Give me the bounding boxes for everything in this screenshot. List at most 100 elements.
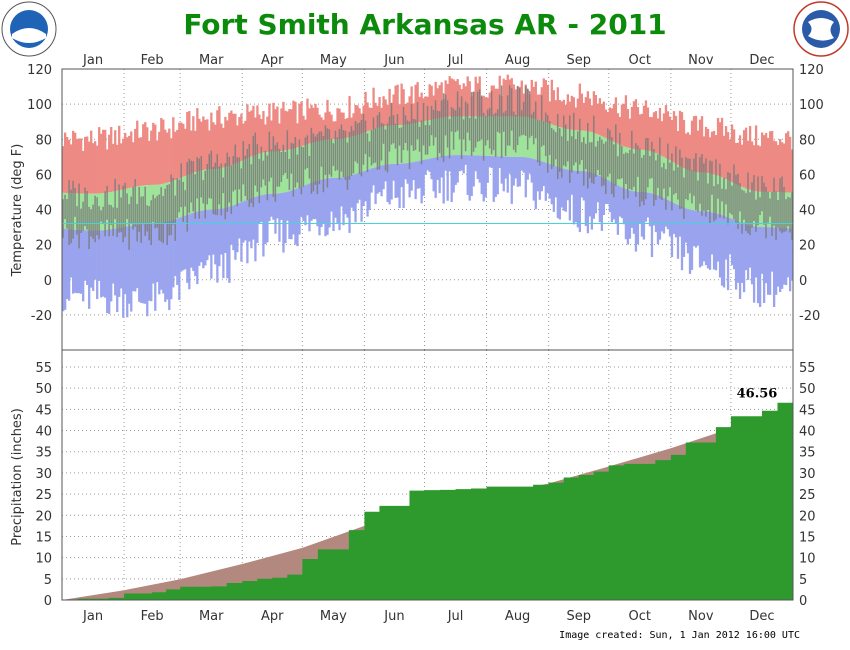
record-low-bar xyxy=(84,230,87,281)
observed-temperature-bar xyxy=(354,121,357,162)
observed-temperature-bar xyxy=(144,186,146,236)
observed-temperature-bar xyxy=(649,155,651,179)
observed-temperature-bar xyxy=(729,173,731,214)
record-high-bar xyxy=(542,78,545,122)
observed-temperature-bar xyxy=(324,125,327,175)
observed-temperature-bar xyxy=(138,186,140,232)
record-low-bar xyxy=(774,227,778,295)
record-high-bar xyxy=(74,132,77,194)
record-low-bar xyxy=(718,214,722,278)
record-low-bar xyxy=(258,195,261,224)
record-high-bar xyxy=(400,83,403,125)
record-high-bar xyxy=(64,132,67,193)
record-low-bar xyxy=(692,210,696,247)
record-low-bar xyxy=(500,156,503,184)
record-low-bar xyxy=(450,155,453,203)
observed-temperature-bar xyxy=(398,128,401,146)
observed-temperature-bar xyxy=(591,142,593,183)
record-low-bar xyxy=(502,156,505,192)
record-low-bar xyxy=(262,194,265,257)
record-low-bar xyxy=(584,171,588,226)
observed-temperature-bar xyxy=(621,146,623,179)
record-low-bar xyxy=(132,225,135,292)
record-low-bar xyxy=(284,192,287,244)
record-high-bar xyxy=(120,143,123,190)
image-created-timestamp: Image created: Sun, 1 Jan 2012 16:00 UTC xyxy=(559,630,800,641)
observed-temperature-bar xyxy=(336,137,339,171)
observed-temperature-bar xyxy=(376,115,379,170)
observed-temperature-bar xyxy=(681,157,683,209)
observed-temperature-bar xyxy=(689,158,691,194)
temperature-month-label: Jul xyxy=(447,53,464,68)
record-low-bar xyxy=(324,178,327,237)
observed-temperature-bar xyxy=(122,185,124,243)
record-low-bar xyxy=(748,225,752,268)
record-high-bar xyxy=(236,125,239,163)
record-high-bar xyxy=(784,133,788,193)
record-low-bar xyxy=(320,179,323,228)
record-high-bar xyxy=(374,102,377,129)
observed-temperature-bar xyxy=(773,177,775,226)
observed-temperature-bar xyxy=(629,149,631,189)
record-high-bar xyxy=(172,117,175,181)
record-low-bar xyxy=(432,157,435,192)
record-low-bar xyxy=(492,156,495,202)
record-low-bar xyxy=(192,212,195,271)
record-low-bar xyxy=(558,167,561,220)
record-high-bar xyxy=(408,96,411,125)
record-low-bar xyxy=(628,190,632,239)
record-low-bar xyxy=(150,223,153,302)
record-low-bar xyxy=(574,170,578,223)
record-high-bar xyxy=(420,92,423,122)
record-high-bar xyxy=(302,115,305,146)
temperature-y-tick-label: 60 xyxy=(35,168,52,183)
record-low-bar xyxy=(742,223,746,293)
precipitation-month-label: Mar xyxy=(199,609,224,624)
observed-temperature-bar xyxy=(671,153,673,211)
record-low-bar xyxy=(118,227,121,297)
observed-temperature-bar xyxy=(751,182,753,228)
record-low-bar xyxy=(582,171,586,201)
observed-temperature-bar xyxy=(380,122,383,161)
precipitation-month-label: Sep xyxy=(566,609,591,624)
observed-temperature-bar xyxy=(544,112,547,157)
chart-title: Fort Smith Arkansas AR - 2011 xyxy=(183,8,666,41)
record-low-bar xyxy=(270,193,273,217)
record-high-bar xyxy=(388,88,391,126)
observed-temperature-bar xyxy=(160,187,162,242)
record-high-bar xyxy=(240,113,243,162)
record-high-bar xyxy=(344,118,347,139)
record-low-bar xyxy=(674,203,678,238)
record-low-bar xyxy=(298,187,301,235)
precipitation-panel: 0 5 10 15 20 25 30 35 40 45 50 55 0 5 10 15 20 25 30 35 40 4… xyxy=(10,350,816,624)
record-low-bar xyxy=(664,198,668,227)
record-high-bar xyxy=(488,92,491,117)
record-high-bar xyxy=(394,85,397,126)
record-low-bar xyxy=(568,169,571,221)
temperature-month-label: Dec xyxy=(749,53,774,68)
observed-temperature-bar xyxy=(424,125,427,155)
observed-temperature-bar xyxy=(176,178,178,219)
record-low-bar xyxy=(624,188,628,240)
observed-temperature-bar xyxy=(711,161,713,195)
record-low-bar xyxy=(634,191,638,252)
temperature-y-tick-label: 80 xyxy=(35,133,52,148)
record-high-bar xyxy=(594,95,598,134)
observed-temperature-bar xyxy=(182,181,184,222)
normal-range-bar xyxy=(520,116,523,157)
record-high-bar xyxy=(454,81,457,117)
record-low-bar xyxy=(280,193,283,220)
observed-temperature-bar xyxy=(601,139,603,187)
observed-temperature-bar xyxy=(733,164,735,220)
observed-temperature-bar xyxy=(404,115,407,143)
record-high-bar xyxy=(584,97,588,131)
record-low-bar xyxy=(180,217,183,272)
record-high-bar xyxy=(428,84,431,121)
record-low-bar xyxy=(720,215,724,286)
record-high-bar xyxy=(226,120,229,167)
observed-temperature-bar xyxy=(508,85,511,146)
record-low-bar xyxy=(704,211,708,266)
observed-temperature-bar xyxy=(554,132,557,160)
record-low-bar xyxy=(598,175,602,223)
observed-temperature-bar xyxy=(96,197,98,236)
